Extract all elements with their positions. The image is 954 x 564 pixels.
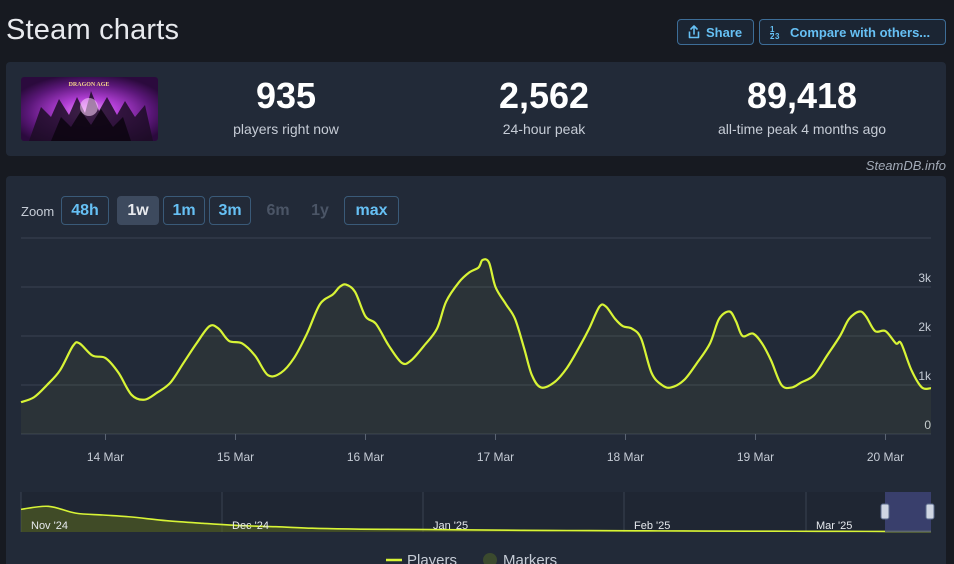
navigator-x-label: Mar '25 — [816, 520, 852, 532]
compare-button[interactable]: 1 3 2 Compare with others... — [759, 19, 946, 45]
share-label: Share — [706, 24, 743, 40]
zoom-3m-button[interactable]: 3m — [209, 196, 251, 225]
player-count-chart[interactable]: 0 1k 2k 3k 14 Mar 15 Mar 16 Mar 17 Mar 18 Mar 19 … — [6, 176, 946, 564]
stat-value: 935 — [255, 75, 317, 116]
x-tick-label: 16 Mar — [347, 450, 384, 464]
zoom-6m-button: 6m — [266, 201, 290, 219]
stat-24h-peak: 2,562 24-hour peak — [424, 75, 664, 138]
svg-text:3: 3 — [775, 32, 780, 40]
y-tick-label: 0 — [924, 418, 931, 432]
stat-current-players: 935 players right now — [166, 75, 406, 138]
stats-card: DRAGON AGE 935 players right now 2,562 2… — [6, 62, 946, 156]
navigator-handle — [880, 503, 890, 520]
legend-markers-label: Markers — [503, 552, 557, 564]
navigator-x-label: Nov '24 — [31, 520, 68, 532]
zoom-label: Zoom — [21, 204, 55, 219]
zoom-48h-button[interactable]: 48h — [61, 196, 109, 225]
svg-text:1: 1 — [770, 25, 775, 34]
stat-label: all-time peak 4 months ago — [717, 121, 887, 137]
game-capsule-image[interactable]: DRAGON AGE — [21, 77, 158, 141]
svg-text:2: 2 — [770, 32, 775, 40]
navigator-handle — [925, 503, 935, 520]
y-tick-label: 2k — [918, 320, 932, 334]
navigator-area — [21, 506, 931, 532]
zoom-1m-button[interactable]: 1m — [163, 196, 205, 225]
x-tick-label: 17 Mar — [477, 450, 514, 464]
navigator-selection — [885, 492, 931, 532]
players-area — [21, 259, 931, 434]
page-title: Steam charts — [6, 14, 180, 46]
navigator-x-label: Feb '25 — [634, 520, 670, 532]
navigator-x-label: Dec '24 — [232, 520, 269, 532]
navigator-x-label: Jan '25 — [433, 520, 468, 532]
legend-markers-swatch — [483, 553, 497, 564]
compare-icon: 1 3 2 — [770, 25, 780, 40]
zoom-1w-button[interactable]: 1w — [117, 196, 159, 225]
share-button[interactable]: Share — [677, 19, 754, 45]
compare-label: Compare with others... — [790, 24, 931, 40]
legend-players-label: Players — [407, 552, 457, 564]
game-logo-caption: DRAGON AGE — [69, 82, 110, 88]
x-tick-label: 14 Mar — [87, 450, 124, 464]
stat-label: 24-hour peak — [502, 121, 586, 137]
zoom-1y-button: 1y — [311, 201, 329, 219]
zoom-max-button[interactable]: max — [344, 196, 399, 225]
x-tick-label: 18 Mar — [607, 450, 644, 464]
share-icon — [688, 25, 700, 39]
stat-all-time-peak: 89,418 all-time peak 4 months ago — [682, 75, 922, 138]
attribution[interactable]: SteamDB.info — [865, 158, 946, 173]
chart-card: Zoom 48h 1w 1m 3m 6m 1y max 0 1k 2k 3k 14 Ma… — [6, 176, 946, 564]
x-tick-label: 20 Mar — [867, 450, 904, 464]
game-art-icon: DRAGON AGE — [21, 77, 158, 141]
stat-value: 89,418 — [746, 75, 858, 116]
y-tick-label: 3k — [918, 271, 932, 285]
players-line — [20, 258, 932, 404]
y-tick-label: 1k — [918, 369, 932, 383]
navigator-line — [20, 505, 932, 533]
x-tick-label: 15 Mar — [217, 450, 254, 464]
x-tick-label: 19 Mar — [737, 450, 774, 464]
stat-label: players right now — [233, 121, 339, 137]
stat-value: 2,562 — [498, 75, 590, 116]
